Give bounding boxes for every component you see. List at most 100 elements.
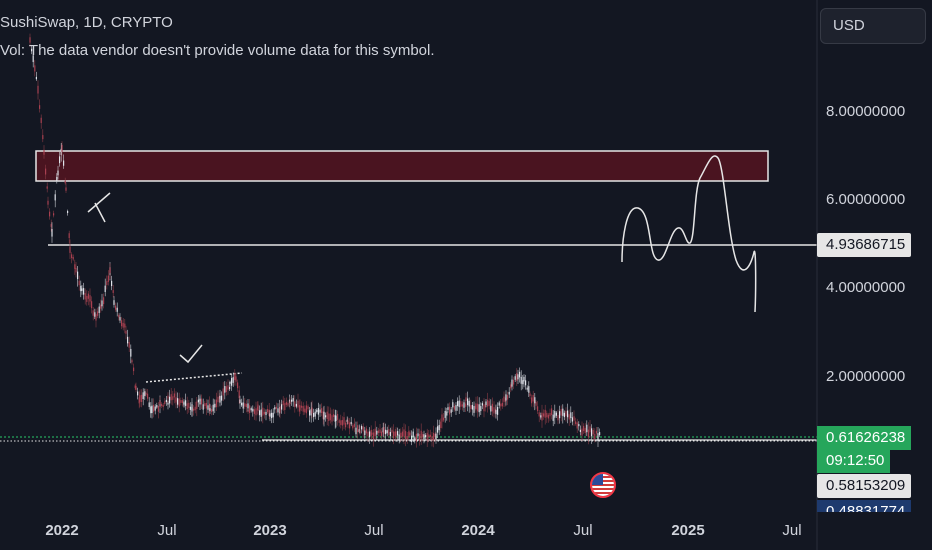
horizontal-line-price-tag: 4.93686715 (817, 233, 912, 257)
candle-body (334, 415, 336, 422)
candle-body (112, 290, 114, 293)
candle-body (83, 288, 85, 295)
candle-body (488, 401, 490, 406)
candle-body (450, 409, 452, 413)
candle-body (383, 427, 385, 434)
candle-body (211, 409, 213, 413)
candle-body (317, 407, 319, 415)
candle-body (231, 378, 233, 386)
candle-body (422, 434, 424, 438)
candle-body (382, 427, 384, 433)
candle-body (291, 399, 293, 402)
candle-body (272, 412, 274, 418)
candle-body (341, 420, 343, 426)
candle-body (310, 408, 312, 416)
candle-body (316, 409, 318, 413)
candle-body (575, 421, 577, 424)
candle-body (490, 405, 492, 412)
candle-body (309, 410, 311, 416)
candle-body (367, 431, 369, 437)
candle-body (103, 297, 105, 305)
candle-body (162, 404, 164, 408)
candle-body (84, 293, 86, 300)
candle-body (95, 314, 97, 321)
candle-body (235, 376, 237, 382)
candle-body (319, 409, 321, 413)
candle-body (31, 48, 33, 52)
candle-body (371, 432, 373, 435)
candle-body (323, 411, 325, 420)
candle-body (34, 65, 36, 72)
candle-body (301, 405, 303, 408)
candle-body (377, 430, 379, 433)
price-label-2: 2.00000000 (826, 368, 906, 385)
candle-body (144, 391, 146, 396)
candle-body (458, 400, 460, 408)
candle-body (284, 403, 286, 411)
candle-body (393, 431, 395, 439)
candle-body (428, 434, 430, 438)
candle-body (313, 412, 315, 417)
time-label-2025: 2025 (671, 522, 705, 539)
candle-body (98, 306, 100, 313)
candle-body (358, 429, 360, 432)
currency-button[interactable]: USD (820, 8, 926, 44)
candle-body (260, 409, 262, 417)
candle-body (337, 413, 339, 420)
candle-body (513, 379, 515, 385)
candle-body (147, 393, 149, 399)
candle-body (478, 404, 480, 413)
candle-body (50, 224, 52, 227)
candle-body (455, 405, 457, 411)
candle-body (347, 420, 349, 424)
candle-body (214, 403, 216, 408)
time-label-jul-2023: Jul (364, 522, 384, 539)
candle-body (321, 408, 323, 414)
candle-body (587, 429, 589, 438)
candle-body (501, 402, 503, 407)
candle-body (463, 402, 465, 408)
candle-body (207, 405, 209, 410)
candle-body (177, 398, 179, 405)
candle-body (282, 400, 284, 406)
candle-body (77, 271, 79, 280)
candle-body (435, 433, 437, 440)
candle-body (94, 312, 96, 317)
candle-body (544, 409, 546, 418)
candle-body (409, 432, 411, 436)
candle-body (359, 430, 361, 434)
candle-body (175, 397, 177, 403)
time-label-jul-2025: Jul (782, 522, 802, 539)
candle-body (289, 399, 291, 404)
candle-body (314, 411, 316, 417)
time-label-2022: 2022 (45, 522, 79, 539)
candle-body (498, 402, 500, 406)
candle-body (543, 413, 545, 417)
candle-body (528, 386, 530, 393)
candle-body (124, 323, 126, 328)
candle-body (61, 144, 63, 152)
candle-body (540, 415, 542, 418)
candle-body (130, 348, 132, 357)
candle-body (156, 405, 158, 408)
us-flag-icon[interactable] (590, 472, 616, 498)
candle-body (411, 435, 413, 442)
candle-body (56, 176, 58, 182)
candle-body (446, 411, 448, 416)
candle-body (440, 421, 442, 429)
candle-body (357, 425, 359, 433)
candle-body (328, 413, 330, 422)
candle-body (447, 407, 449, 410)
candle-body (425, 435, 427, 438)
candle-body (599, 432, 601, 436)
candle-body (414, 437, 416, 440)
candle-body (355, 427, 357, 435)
candle-body (505, 394, 507, 401)
candle-body (71, 254, 73, 258)
candle-body (242, 402, 244, 409)
candle-body (307, 406, 309, 410)
candle-body (164, 401, 166, 405)
candle-body (183, 401, 185, 405)
candle-body (193, 408, 195, 411)
